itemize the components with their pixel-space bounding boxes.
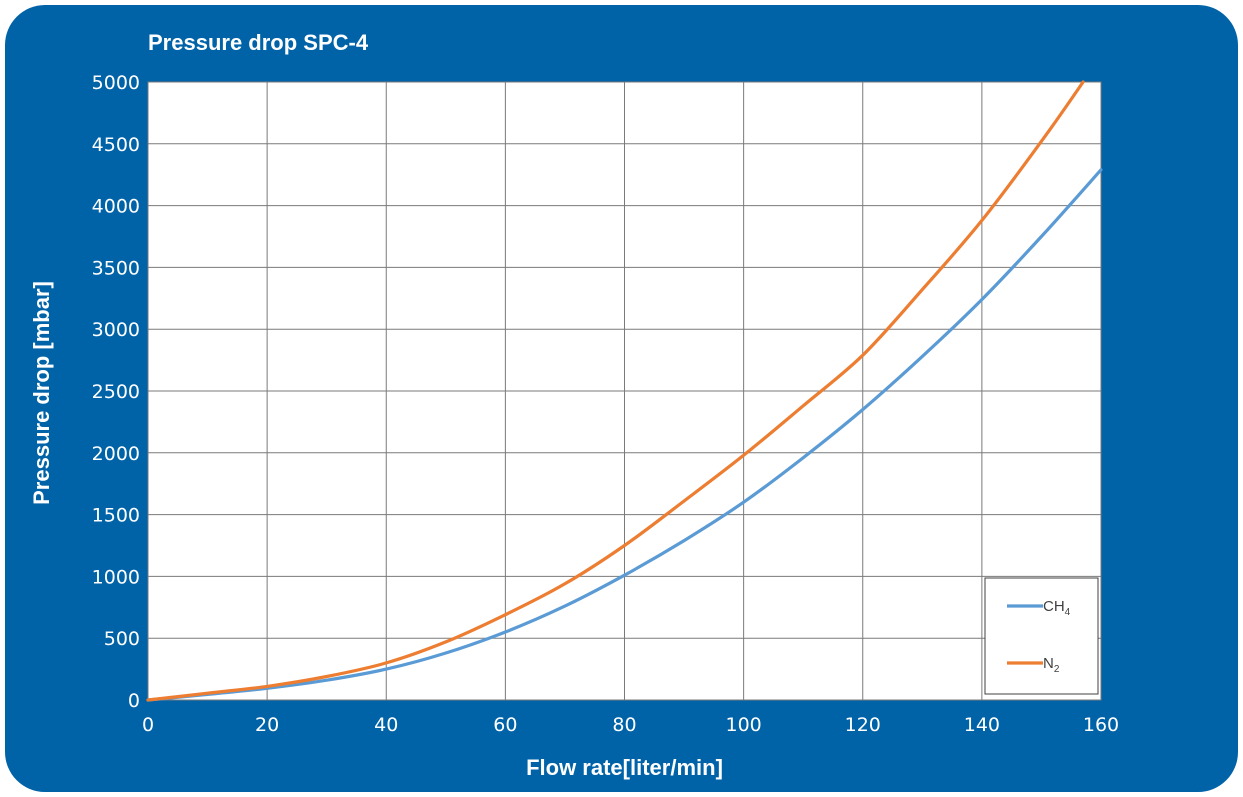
y-tick-label: 2000 xyxy=(92,443,140,465)
x-axis-label: Flow rate[liter/min] xyxy=(526,755,723,780)
series-lines xyxy=(146,80,1103,702)
y-tick-label: 1500 xyxy=(92,505,140,527)
x-tick-label: 160 xyxy=(1083,714,1119,736)
plot-border xyxy=(147,81,1102,701)
x-tick-label: 40 xyxy=(374,714,398,736)
x-tick-label: 60 xyxy=(493,714,517,736)
legend-label-subscript: 2 xyxy=(1054,664,1060,675)
chart-title: Pressure drop SPC-4 xyxy=(148,30,369,55)
legend-label: N2 xyxy=(1043,655,1060,675)
y-tick-label: 1000 xyxy=(92,566,140,588)
legend-label-name: N xyxy=(1043,655,1054,672)
legend-label-subscript: 4 xyxy=(1065,607,1071,618)
y-tick-label: 0 xyxy=(128,690,140,712)
x-tick-label: 20 xyxy=(255,714,279,736)
y-tick-label: 3000 xyxy=(92,319,140,341)
y-tick-label: 5000 xyxy=(92,72,140,94)
y-tick-label: 4500 xyxy=(92,134,140,156)
x-tick-label: 140 xyxy=(964,714,1000,736)
x-tick-label: 80 xyxy=(612,714,636,736)
x-tick-label: 100 xyxy=(725,714,761,736)
y-tick-label: 500 xyxy=(104,628,140,650)
y-tick-label: 2500 xyxy=(92,381,140,403)
y-tick-label: 3500 xyxy=(92,257,140,279)
x-tick-label: 120 xyxy=(845,714,881,736)
legend: CH4 N2 xyxy=(984,577,1099,695)
x-tick-label: 0 xyxy=(142,714,154,736)
legend-label-name: CH xyxy=(1043,598,1065,615)
y-tick-label: 4000 xyxy=(92,196,140,218)
series-line-ch4 xyxy=(146,168,1103,702)
legend-label: CH4 xyxy=(1043,598,1071,618)
series-line-n2 xyxy=(146,80,1085,702)
legend-box xyxy=(984,577,1099,695)
axis-ticks: 0 20 40 60 80 100 120 140 1600500100015002000250… xyxy=(92,72,1119,736)
